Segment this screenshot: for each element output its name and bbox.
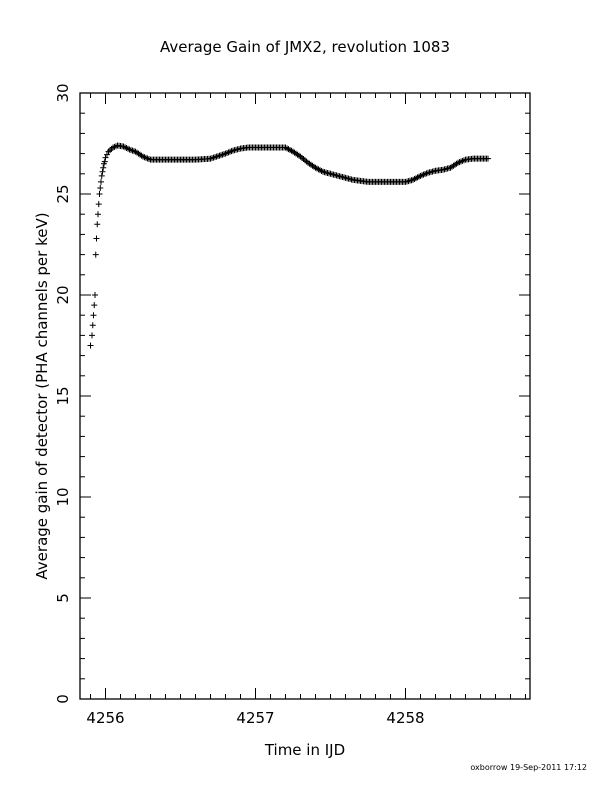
y-tick-label: 5 — [54, 593, 72, 603]
data-point — [207, 155, 214, 162]
y-tick-label: 30 — [54, 83, 72, 102]
data-points — [87, 142, 491, 349]
tick-labels: 0 5 10 15 20 25 30 4256 4257 4258 — [54, 83, 425, 727]
data-point — [89, 332, 95, 339]
data-point — [92, 292, 98, 298]
data-point — [92, 251, 99, 258]
data-point — [87, 342, 94, 349]
data-point — [98, 178, 104, 185]
x-tick-label: 4257 — [236, 709, 274, 727]
data-point — [99, 168, 106, 175]
data-point — [216, 152, 223, 159]
data-point — [98, 172, 105, 179]
data-point — [215, 153, 221, 160]
data-point — [104, 151, 110, 158]
data-point — [100, 164, 107, 171]
data-point — [91, 302, 98, 309]
data-point — [218, 152, 224, 159]
data-point — [96, 191, 103, 197]
x-tick-label: 4256 — [86, 709, 124, 727]
y-tick-label: 10 — [54, 487, 72, 506]
data-point — [485, 155, 491, 162]
data-point — [210, 154, 217, 161]
data-point — [95, 211, 101, 218]
plot-frame — [79, 92, 531, 700]
y-tick-label: 15 — [54, 386, 72, 405]
x-tick-label: 4258 — [386, 709, 424, 727]
y-tick-label: 0 — [54, 694, 72, 704]
data-point — [93, 235, 100, 242]
data-point — [90, 312, 97, 319]
data-point — [105, 148, 112, 155]
data-point — [94, 221, 101, 228]
data-point — [213, 153, 220, 160]
data-point — [95, 201, 102, 208]
data-point — [102, 154, 109, 161]
y-tick-label: 20 — [54, 285, 72, 304]
data-point — [101, 158, 108, 165]
data-point — [89, 322, 96, 329]
data-point — [212, 154, 218, 161]
x-axis-label: Time in IJD — [264, 741, 345, 759]
data-point — [209, 155, 215, 162]
footer-stamp: oxborrow 19-Sep-2011 17:12 — [470, 763, 587, 772]
axis-ticks — [80, 92, 530, 700]
data-point — [107, 147, 113, 154]
chart-title: Average Gain of JMX2, revolution 1083 — [160, 38, 450, 56]
y-axis-label: Average gain of detector (PHA channels p… — [33, 212, 51, 579]
y-tick-label: 25 — [54, 184, 72, 203]
data-point — [97, 184, 104, 191]
